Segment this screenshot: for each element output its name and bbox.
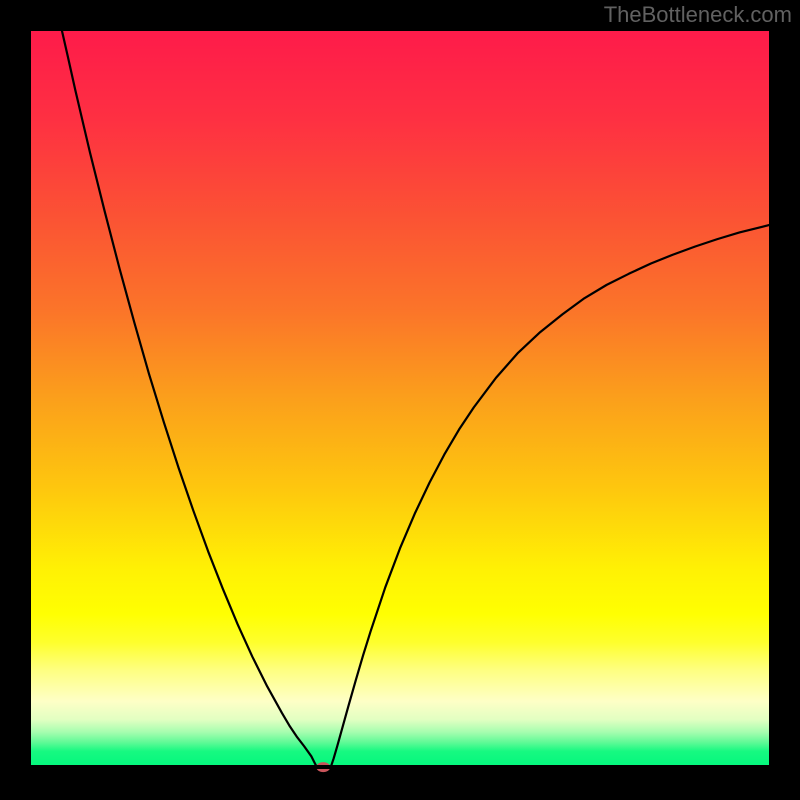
bottleneck-chart-svg <box>0 0 800 800</box>
plot-background-gradient <box>31 31 769 769</box>
watermark-text: TheBottleneck.com <box>604 2 792 28</box>
plot-bottom-border-strip <box>31 765 769 769</box>
chart-root: TheBottleneck.com <box>0 0 800 800</box>
